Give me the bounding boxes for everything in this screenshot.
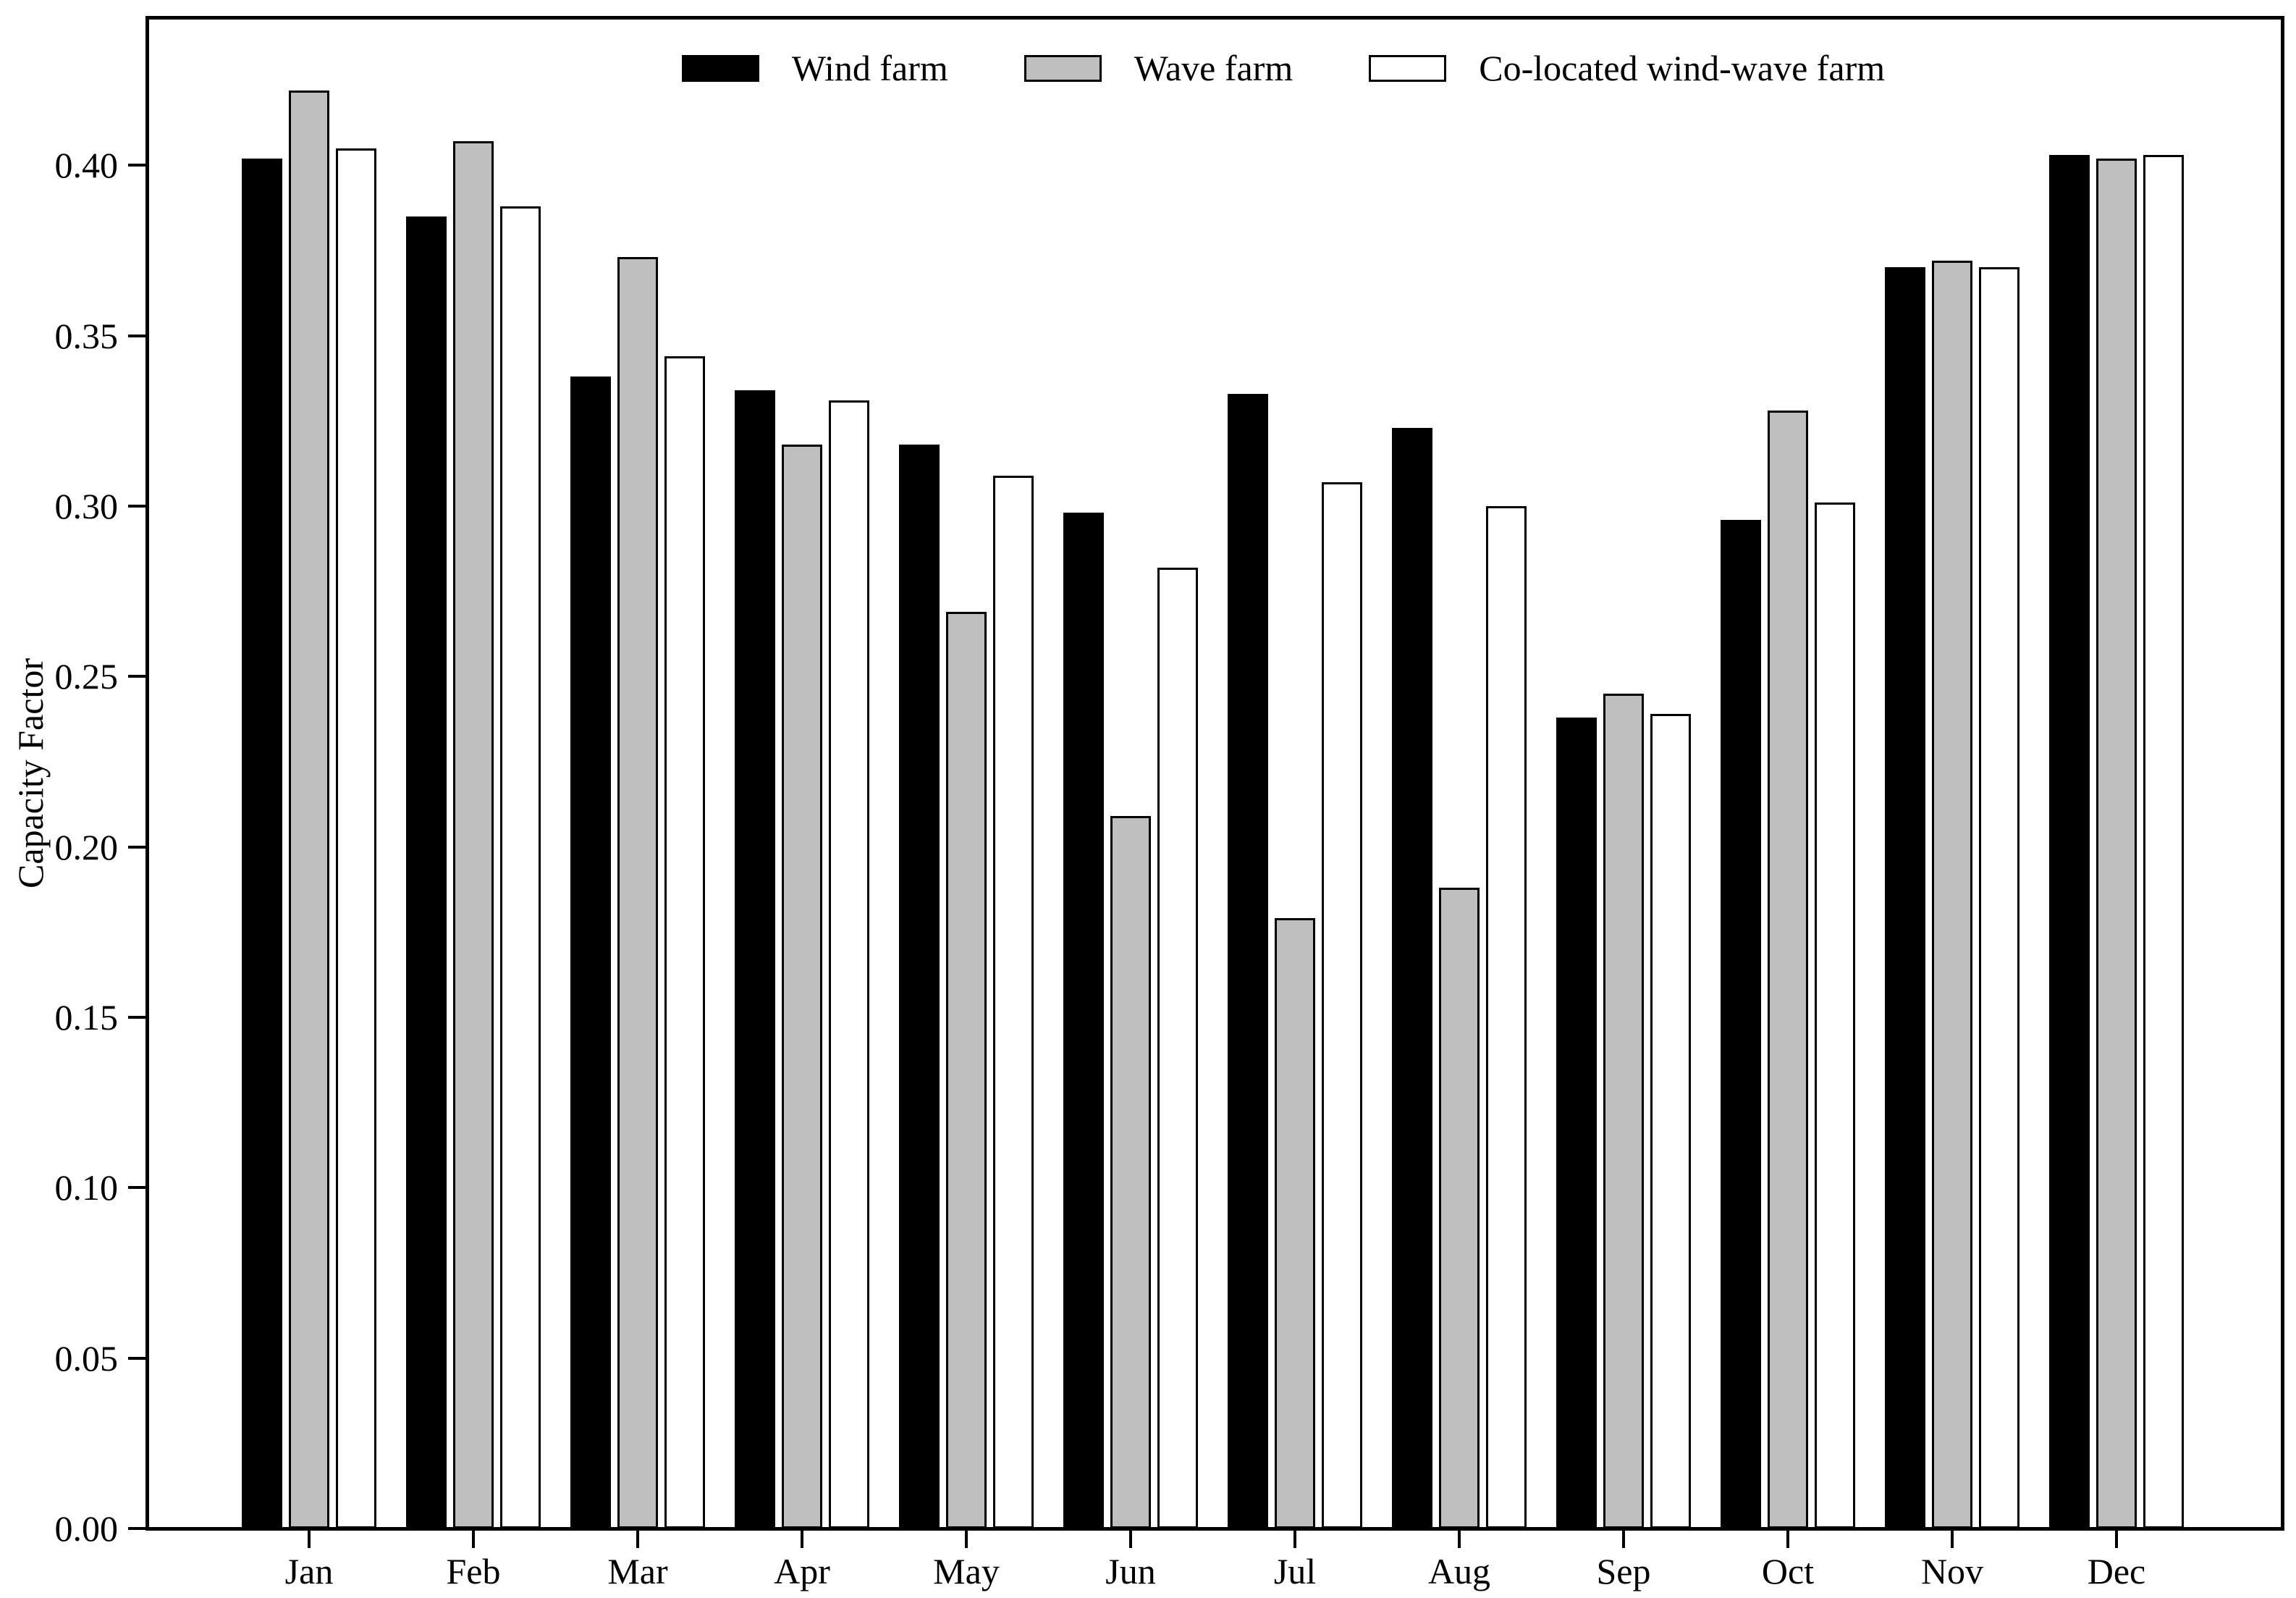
bar-mar-colocated — [664, 356, 705, 1528]
x-tick-label: Apr — [774, 1551, 830, 1591]
y-tick-label: 0.25 — [54, 656, 119, 697]
x-tick-mark — [472, 1531, 475, 1548]
bar-jul-colocated — [1322, 482, 1362, 1528]
y-tick-mark — [128, 334, 145, 337]
x-tick-label: Nov — [1920, 1551, 1984, 1591]
y-tick-label: 0.10 — [54, 1167, 119, 1208]
x-tick-mark — [801, 1531, 803, 1548]
legend-item-label: Wave farm — [1134, 48, 1293, 88]
y-tick-mark — [128, 1015, 145, 1019]
x-tick-label: Feb — [446, 1551, 501, 1591]
bar-dec-wave — [2096, 158, 2137, 1528]
bar-nov-colocated — [1979, 267, 2019, 1528]
y-tick-mark — [128, 845, 145, 849]
y-tick-label: 0.20 — [54, 826, 119, 867]
x-tick-label: Dec — [2087, 1551, 2146, 1591]
bar-dec-colocated — [2143, 155, 2184, 1528]
y-tick-label: 0.35 — [54, 315, 119, 356]
y-tick-mark — [128, 504, 145, 508]
bar-mar-wind — [570, 377, 611, 1528]
bar-jun-colocated — [1157, 567, 1198, 1528]
bar-sep-colocated — [1650, 714, 1691, 1528]
bar-nov-wind — [1885, 267, 1925, 1528]
bar-oct-colocated — [1815, 502, 1855, 1528]
x-tick-mark — [636, 1531, 639, 1548]
legend: Wind farm Wave farm Co-located wind-wave f… — [216, 41, 2296, 96]
y-tick-mark — [128, 1527, 145, 1530]
bar-aug-wind — [1392, 427, 1432, 1528]
x-tick-mark — [1786, 1531, 1789, 1548]
y-tick-mark — [128, 164, 145, 167]
x-tick-mark — [965, 1531, 968, 1548]
bar-may-wave — [946, 611, 987, 1528]
bar-apr-wave — [782, 445, 822, 1528]
legend-item-wave-farm: Wave farm — [1024, 50, 1293, 86]
y-tick-label: 0.30 — [54, 485, 119, 526]
bar-may-wind — [899, 445, 940, 1528]
x-tick-mark — [1293, 1531, 1296, 1548]
x-tick-label: Jul — [1273, 1551, 1317, 1591]
x-tick-label: Oct — [1761, 1551, 1815, 1591]
y-tick-label: 0.15 — [54, 996, 119, 1038]
x-tick-mark — [1129, 1531, 1132, 1548]
x-tick-label: May — [933, 1551, 1000, 1591]
x-tick-label: Jan — [284, 1551, 334, 1591]
bar-jun-wave — [1110, 816, 1151, 1528]
bar-apr-wind — [735, 390, 775, 1528]
x-tick-mark — [1458, 1531, 1461, 1548]
x-tick-label: Sep — [1596, 1551, 1651, 1591]
legend-swatch-icon — [681, 54, 759, 82]
bar-jul-wave — [1275, 918, 1315, 1528]
bar-oct-wind — [1721, 519, 1761, 1528]
bar-aug-colocated — [1486, 505, 1527, 1528]
bar-feb-wind — [406, 216, 447, 1528]
bar-jan-colocated — [336, 148, 376, 1528]
bar-sep-wave — [1603, 693, 1644, 1528]
y-tick-label: 0.00 — [54, 1508, 119, 1549]
bar-jun-wind — [1063, 513, 1104, 1528]
bar-nov-wave — [1932, 261, 1972, 1528]
bar-feb-wave — [453, 141, 494, 1528]
bar-jan-wind — [242, 158, 282, 1528]
bar-may-colocated — [993, 475, 1034, 1528]
bar-jul-wind — [1228, 393, 1268, 1528]
y-tick-mark — [128, 675, 145, 678]
legend-item-co-located-farm: Co-located wind-wave farm — [1369, 50, 1885, 86]
legend-item-label: Wind farm — [791, 48, 948, 88]
x-tick-mark — [2115, 1531, 2118, 1548]
y-tick-mark — [128, 1356, 145, 1360]
legend-swatch-icon — [1024, 54, 1102, 82]
y-tick-mark — [128, 1186, 145, 1190]
bar-jan-wave — [289, 90, 329, 1528]
x-tick-mark — [1951, 1531, 1954, 1548]
x-tick-mark — [1622, 1531, 1625, 1548]
x-tick-label: Mar — [607, 1551, 668, 1591]
bar-apr-colocated — [829, 400, 869, 1528]
x-tick-mark — [308, 1531, 311, 1548]
legend-item-label: Co-located wind-wave farm — [1479, 48, 1886, 88]
bar-mar-wave — [617, 257, 658, 1528]
bar-dec-wind — [2049, 155, 2090, 1528]
legend-swatch-icon — [1369, 54, 1447, 82]
bar-oct-wave — [1768, 411, 1808, 1528]
x-tick-label: Aug — [1427, 1551, 1491, 1591]
legend-item-wind-farm: Wind farm — [681, 48, 948, 88]
y-tick-label: 0.05 — [54, 1337, 119, 1379]
bar-aug-wave — [1439, 888, 1480, 1528]
bar-feb-colocated — [500, 206, 541, 1528]
y-tick-label: 0.40 — [54, 145, 119, 186]
x-tick-label: Jun — [1105, 1551, 1156, 1591]
bar-sep-wind — [1556, 717, 1597, 1528]
